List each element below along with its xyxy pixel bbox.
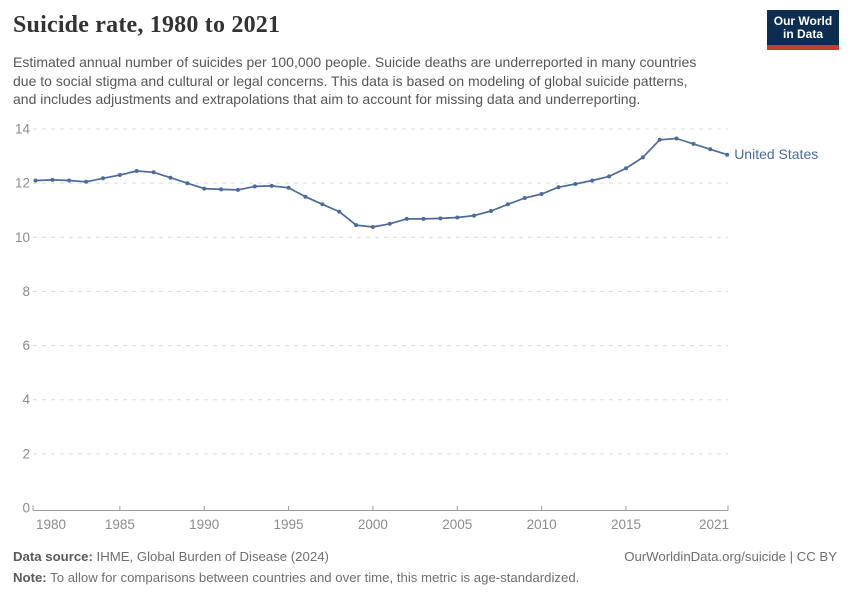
data-point	[101, 176, 105, 181]
data-point	[185, 181, 190, 186]
x-tick-label: 2015	[611, 517, 641, 532]
data-point	[640, 155, 645, 160]
owid-logo-line1: Our World	[773, 14, 833, 28]
y-tick-label: 4	[22, 392, 30, 407]
data-point	[624, 166, 628, 171]
subtitle-line: due to social stigma and cultural or leg…	[13, 72, 688, 89]
data-point	[590, 178, 595, 183]
data-point	[522, 196, 527, 200]
owid-logo-red-bar	[767, 45, 839, 50]
y-tick-label: 10	[15, 230, 30, 245]
data-point	[404, 216, 409, 221]
data-point	[303, 194, 308, 199]
data-point	[455, 215, 460, 220]
data-point	[489, 209, 493, 213]
page-title: Suicide rate, 1980 to 2021	[13, 12, 281, 38]
y-tick-label: 12	[15, 176, 30, 191]
y-tick-label: 2	[22, 446, 30, 461]
note-label: Note:	[13, 570, 47, 585]
x-tick-label: 2000	[358, 517, 388, 532]
data-point	[539, 192, 544, 196]
series-label: United States	[734, 146, 818, 162]
data-point	[84, 179, 89, 184]
license-url: OurWorldinData.org/suicide | CC BY	[624, 549, 837, 564]
data-point	[269, 183, 274, 188]
subtitle-line: Estimated annual number of suicides per …	[13, 54, 697, 70]
series-line-united-states	[34, 137, 729, 228]
data-point	[438, 216, 443, 221]
owid-logo-text: Our World in Data	[767, 10, 839, 45]
data-source: Data source: IHME, Global Burden of Dise…	[13, 546, 329, 567]
data-source-label: Data source:	[13, 549, 93, 564]
data-point	[708, 147, 713, 152]
chart-footer: Data source: IHME, Global Burden of Dise…	[13, 546, 837, 588]
data-source-text: IHME, Global Burden of Disease (2024)	[92, 549, 329, 564]
y-tick-label: 6	[22, 338, 30, 353]
owid-logo: Our World in Data	[767, 10, 839, 50]
data-point	[168, 175, 173, 180]
data-point	[286, 185, 291, 190]
y-tick-label: 14	[15, 122, 31, 137]
data-point	[50, 177, 55, 182]
x-tick-label: 2005	[442, 517, 472, 532]
data-point	[354, 223, 358, 228]
x-tick-label: 1990	[189, 517, 219, 532]
x-tick-label: 1980	[36, 517, 66, 532]
data-point	[725, 152, 730, 157]
data-point	[219, 187, 224, 192]
data-point	[337, 209, 342, 214]
y-tick-label: 8	[22, 284, 30, 299]
data-point	[674, 136, 679, 141]
data-point	[202, 186, 207, 191]
subtitle-line: and includes adjustments and extrapolati…	[13, 91, 641, 107]
data-point	[67, 178, 72, 183]
data-point	[33, 178, 38, 183]
data-point	[151, 170, 156, 175]
data-point	[556, 185, 561, 190]
data-point	[691, 141, 696, 146]
data-point	[117, 173, 122, 177]
data-point	[573, 182, 578, 186]
data-point	[134, 169, 139, 173]
data-point	[472, 213, 477, 218]
data-point	[505, 202, 510, 207]
data-point	[235, 187, 240, 192]
data-point	[370, 225, 375, 229]
footer-note-row: Note: To allow for comparisons between c…	[13, 567, 837, 588]
x-tick-label: 1995	[274, 517, 304, 532]
x-tick-label: 1985	[105, 517, 135, 532]
data-point	[320, 202, 325, 207]
x-tick-label: 2010	[527, 517, 557, 532]
note-text: To allow for comparisons between countri…	[46, 570, 580, 585]
data-point	[657, 137, 662, 142]
footer-source-row: Data source: IHME, Global Burden of Dise…	[13, 546, 837, 567]
data-point	[421, 216, 426, 221]
owid-logo-line2: in Data	[782, 27, 823, 41]
x-tick-label: 2021	[699, 517, 729, 532]
data-point	[607, 174, 612, 179]
y-tick-label: 0	[22, 501, 30, 516]
data-point	[252, 184, 257, 189]
data-point	[387, 221, 392, 226]
chart-subtitle: Estimated annual number of suicides per …	[13, 53, 773, 109]
